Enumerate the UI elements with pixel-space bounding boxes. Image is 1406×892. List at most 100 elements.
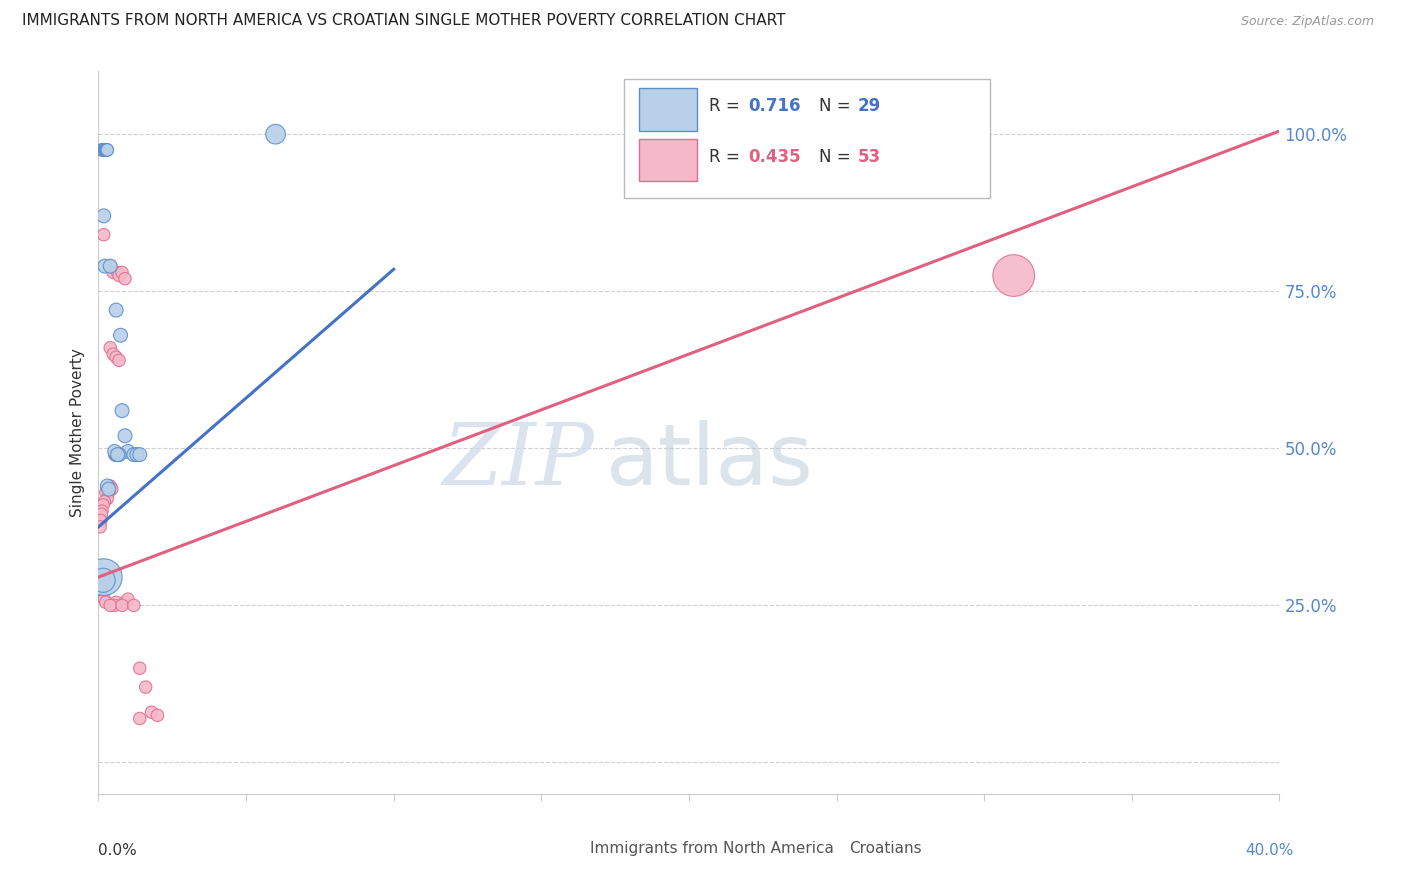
- Point: [96, 143, 118, 157]
- Point: [93, 209, 115, 223]
- Point: [1002, 268, 1025, 283]
- Point: [90, 143, 112, 157]
- Point: [114, 595, 136, 609]
- Point: [91, 143, 114, 157]
- Point: [94, 485, 117, 500]
- Point: [93, 592, 115, 607]
- Point: [91, 504, 114, 518]
- Point: [105, 350, 128, 364]
- Text: R =: R =: [709, 97, 740, 115]
- FancyBboxPatch shape: [624, 78, 990, 198]
- Point: [98, 341, 121, 355]
- Point: [107, 448, 129, 462]
- Text: atlas: atlas: [606, 420, 814, 503]
- Text: 0.716: 0.716: [748, 97, 800, 115]
- Point: [90, 582, 112, 597]
- Point: [103, 265, 125, 279]
- Point: [91, 143, 114, 157]
- Point: [111, 403, 134, 417]
- Point: [98, 479, 121, 493]
- Point: [141, 705, 163, 719]
- Point: [122, 599, 145, 613]
- Point: [93, 143, 115, 157]
- Point: [105, 595, 128, 609]
- Point: [96, 491, 118, 506]
- Point: [128, 661, 150, 675]
- Y-axis label: Single Mother Poverty: Single Mother Poverty: [70, 348, 86, 517]
- Point: [97, 482, 120, 496]
- Text: 0.435: 0.435: [748, 147, 800, 166]
- Point: [114, 271, 136, 285]
- FancyBboxPatch shape: [640, 138, 697, 181]
- Point: [89, 520, 111, 534]
- Point: [94, 143, 117, 157]
- Point: [111, 265, 134, 279]
- Point: [104, 448, 127, 462]
- Text: R =: R =: [709, 147, 740, 166]
- Point: [93, 494, 115, 508]
- Point: [110, 328, 132, 343]
- Point: [91, 574, 114, 588]
- Point: [104, 444, 127, 458]
- Point: [93, 143, 115, 157]
- Point: [107, 448, 129, 462]
- Text: N =: N =: [818, 97, 851, 115]
- Point: [104, 599, 127, 613]
- Point: [135, 680, 157, 694]
- Point: [100, 482, 122, 496]
- Point: [96, 143, 118, 157]
- Point: [108, 353, 131, 368]
- Point: [96, 143, 118, 157]
- Point: [117, 592, 139, 607]
- Text: N =: N =: [818, 147, 851, 166]
- Point: [111, 599, 134, 613]
- Point: [93, 570, 115, 584]
- Text: 53: 53: [858, 147, 882, 166]
- Text: Croatians: Croatians: [849, 840, 922, 855]
- Point: [94, 259, 117, 273]
- Point: [93, 143, 115, 157]
- Text: 40.0%: 40.0%: [1246, 843, 1294, 858]
- Point: [98, 259, 121, 273]
- Point: [122, 448, 145, 462]
- Point: [105, 448, 128, 462]
- Point: [96, 482, 118, 496]
- Point: [94, 143, 117, 157]
- FancyBboxPatch shape: [804, 834, 842, 863]
- Text: ZIP: ZIP: [443, 420, 595, 503]
- Point: [94, 595, 117, 609]
- Text: IMMIGRANTS FROM NORTH AMERICA VS CROATIAN SINGLE MOTHER POVERTY CORRELATION CHAR: IMMIGRANTS FROM NORTH AMERICA VS CROATIA…: [21, 13, 785, 28]
- Point: [93, 570, 115, 584]
- Text: Source: ZipAtlas.com: Source: ZipAtlas.com: [1241, 15, 1374, 28]
- Point: [98, 259, 121, 273]
- Point: [107, 265, 129, 279]
- Point: [91, 143, 114, 157]
- Point: [105, 448, 128, 462]
- Point: [91, 143, 114, 157]
- Point: [90, 508, 112, 522]
- Point: [90, 580, 112, 594]
- Point: [90, 514, 112, 528]
- Point: [146, 708, 169, 723]
- Text: 0.0%: 0.0%: [98, 843, 138, 858]
- Point: [94, 143, 117, 157]
- Point: [105, 303, 128, 318]
- Point: [97, 485, 120, 500]
- Point: [108, 448, 131, 462]
- Point: [128, 711, 150, 725]
- Point: [91, 576, 114, 591]
- Point: [114, 429, 136, 443]
- Point: [91, 498, 114, 512]
- FancyBboxPatch shape: [546, 834, 582, 863]
- Point: [93, 227, 115, 242]
- Point: [91, 574, 114, 588]
- Point: [94, 143, 117, 157]
- Point: [103, 347, 125, 361]
- Text: Immigrants from North America: Immigrants from North America: [589, 840, 834, 855]
- FancyBboxPatch shape: [640, 88, 697, 130]
- Point: [117, 444, 139, 458]
- Text: 29: 29: [858, 97, 882, 115]
- Point: [125, 448, 148, 462]
- Point: [98, 599, 121, 613]
- Point: [108, 448, 131, 462]
